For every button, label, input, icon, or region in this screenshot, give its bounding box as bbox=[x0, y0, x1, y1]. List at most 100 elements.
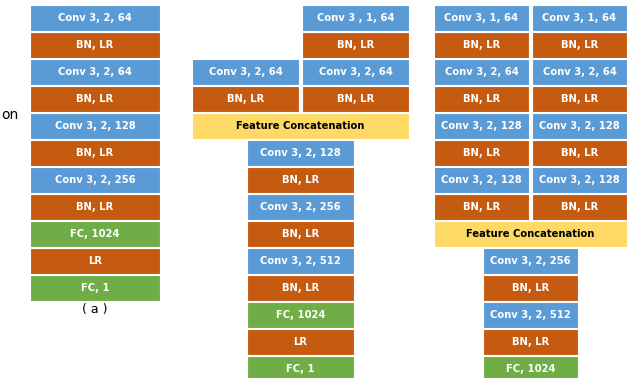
Text: Conv 3, 2, 64: Conv 3, 2, 64 bbox=[209, 67, 282, 77]
FancyBboxPatch shape bbox=[532, 113, 627, 139]
Text: Conv 3, 2, 512: Conv 3, 2, 512 bbox=[490, 310, 571, 320]
Text: LR: LR bbox=[88, 256, 102, 266]
FancyBboxPatch shape bbox=[483, 302, 578, 328]
Text: Conv 3, 2, 128: Conv 3, 2, 128 bbox=[441, 175, 522, 185]
FancyBboxPatch shape bbox=[434, 221, 627, 247]
Text: BN, LR: BN, LR bbox=[76, 94, 114, 104]
FancyBboxPatch shape bbox=[532, 194, 627, 220]
Text: Conv 3, 2, 256: Conv 3, 2, 256 bbox=[260, 202, 341, 212]
FancyBboxPatch shape bbox=[532, 86, 627, 112]
FancyBboxPatch shape bbox=[247, 356, 354, 378]
Text: Conv 3, 2, 128: Conv 3, 2, 128 bbox=[441, 121, 522, 131]
Text: Conv 3, 2, 256: Conv 3, 2, 256 bbox=[54, 175, 135, 185]
Text: Conv 3, 2, 128: Conv 3, 2, 128 bbox=[539, 121, 620, 131]
FancyBboxPatch shape bbox=[30, 113, 160, 139]
Text: Conv 3, 1, 64: Conv 3, 1, 64 bbox=[543, 13, 616, 23]
FancyBboxPatch shape bbox=[30, 86, 160, 112]
Text: on: on bbox=[1, 108, 19, 122]
FancyBboxPatch shape bbox=[30, 194, 160, 220]
Text: Conv 3, 1, 64: Conv 3, 1, 64 bbox=[444, 13, 518, 23]
Text: FC, 1024: FC, 1024 bbox=[506, 364, 556, 374]
Text: BN, LR: BN, LR bbox=[512, 337, 549, 347]
Text: Conv 3, 2, 64: Conv 3, 2, 64 bbox=[58, 13, 132, 23]
FancyBboxPatch shape bbox=[302, 32, 409, 58]
Text: BN, LR: BN, LR bbox=[337, 40, 374, 50]
Text: BN, LR: BN, LR bbox=[76, 202, 114, 212]
FancyBboxPatch shape bbox=[483, 248, 578, 274]
FancyBboxPatch shape bbox=[192, 86, 299, 112]
Text: ( a ): ( a ) bbox=[83, 304, 108, 316]
Text: BN, LR: BN, LR bbox=[512, 283, 549, 293]
Text: BN, LR: BN, LR bbox=[463, 40, 500, 50]
FancyBboxPatch shape bbox=[30, 5, 160, 31]
FancyBboxPatch shape bbox=[247, 329, 354, 355]
Text: Conv 3, 2, 64: Conv 3, 2, 64 bbox=[445, 67, 518, 77]
Text: BN, LR: BN, LR bbox=[463, 94, 500, 104]
Text: Feature Concatenation: Feature Concatenation bbox=[467, 229, 595, 239]
FancyBboxPatch shape bbox=[434, 32, 529, 58]
FancyBboxPatch shape bbox=[192, 113, 409, 139]
FancyBboxPatch shape bbox=[30, 167, 160, 193]
FancyBboxPatch shape bbox=[247, 221, 354, 247]
FancyBboxPatch shape bbox=[192, 59, 299, 85]
Text: LR: LR bbox=[294, 337, 307, 347]
FancyBboxPatch shape bbox=[302, 86, 409, 112]
FancyBboxPatch shape bbox=[302, 59, 409, 85]
FancyBboxPatch shape bbox=[483, 356, 578, 378]
Text: FC, 1: FC, 1 bbox=[81, 283, 109, 293]
FancyBboxPatch shape bbox=[247, 248, 354, 274]
FancyBboxPatch shape bbox=[247, 167, 354, 193]
FancyBboxPatch shape bbox=[532, 5, 627, 31]
FancyBboxPatch shape bbox=[30, 32, 160, 58]
FancyBboxPatch shape bbox=[247, 275, 354, 301]
Text: BN, LR: BN, LR bbox=[76, 40, 114, 50]
Text: Conv 3, 2, 64: Conv 3, 2, 64 bbox=[58, 67, 132, 77]
Text: BN, LR: BN, LR bbox=[282, 229, 319, 239]
FancyBboxPatch shape bbox=[247, 302, 354, 328]
FancyBboxPatch shape bbox=[30, 248, 160, 274]
Text: BN, LR: BN, LR bbox=[561, 40, 598, 50]
Text: Conv 3 , 1, 64: Conv 3 , 1, 64 bbox=[317, 13, 394, 23]
FancyBboxPatch shape bbox=[434, 113, 529, 139]
FancyBboxPatch shape bbox=[247, 140, 354, 166]
Text: BN, LR: BN, LR bbox=[282, 175, 319, 185]
Text: Conv 3, 2, 512: Conv 3, 2, 512 bbox=[260, 256, 341, 266]
FancyBboxPatch shape bbox=[483, 275, 578, 301]
Text: BN, LR: BN, LR bbox=[76, 148, 114, 158]
Text: BN, LR: BN, LR bbox=[227, 94, 264, 104]
FancyBboxPatch shape bbox=[434, 86, 529, 112]
FancyBboxPatch shape bbox=[532, 59, 627, 85]
FancyBboxPatch shape bbox=[434, 167, 529, 193]
Text: BN, LR: BN, LR bbox=[463, 202, 500, 212]
FancyBboxPatch shape bbox=[30, 140, 160, 166]
Text: Conv 3, 2, 64: Conv 3, 2, 64 bbox=[543, 67, 616, 77]
Text: BN, LR: BN, LR bbox=[337, 94, 374, 104]
FancyBboxPatch shape bbox=[30, 221, 160, 247]
FancyBboxPatch shape bbox=[483, 329, 578, 355]
Text: BN, LR: BN, LR bbox=[561, 202, 598, 212]
Text: Conv 3, 2, 256: Conv 3, 2, 256 bbox=[490, 256, 571, 266]
Text: Feature Concatenation: Feature Concatenation bbox=[236, 121, 365, 131]
Text: BN, LR: BN, LR bbox=[561, 94, 598, 104]
Text: Conv 3, 2, 64: Conv 3, 2, 64 bbox=[319, 67, 392, 77]
FancyBboxPatch shape bbox=[434, 5, 529, 31]
FancyBboxPatch shape bbox=[532, 32, 627, 58]
Text: Conv 3, 2, 128: Conv 3, 2, 128 bbox=[539, 175, 620, 185]
FancyBboxPatch shape bbox=[532, 167, 627, 193]
FancyBboxPatch shape bbox=[30, 59, 160, 85]
FancyBboxPatch shape bbox=[30, 275, 160, 301]
Text: FC, 1024: FC, 1024 bbox=[70, 229, 120, 239]
FancyBboxPatch shape bbox=[247, 194, 354, 220]
Text: BN, LR: BN, LR bbox=[463, 148, 500, 158]
Text: FC, 1: FC, 1 bbox=[286, 364, 315, 374]
FancyBboxPatch shape bbox=[434, 59, 529, 85]
FancyBboxPatch shape bbox=[302, 5, 409, 31]
FancyBboxPatch shape bbox=[434, 194, 529, 220]
Text: Conv 3, 2, 128: Conv 3, 2, 128 bbox=[260, 148, 341, 158]
FancyBboxPatch shape bbox=[434, 140, 529, 166]
FancyBboxPatch shape bbox=[532, 140, 627, 166]
Text: BN, LR: BN, LR bbox=[282, 283, 319, 293]
Text: FC, 1024: FC, 1024 bbox=[276, 310, 325, 320]
Text: Conv 3, 2, 128: Conv 3, 2, 128 bbox=[54, 121, 136, 131]
Text: BN, LR: BN, LR bbox=[561, 148, 598, 158]
